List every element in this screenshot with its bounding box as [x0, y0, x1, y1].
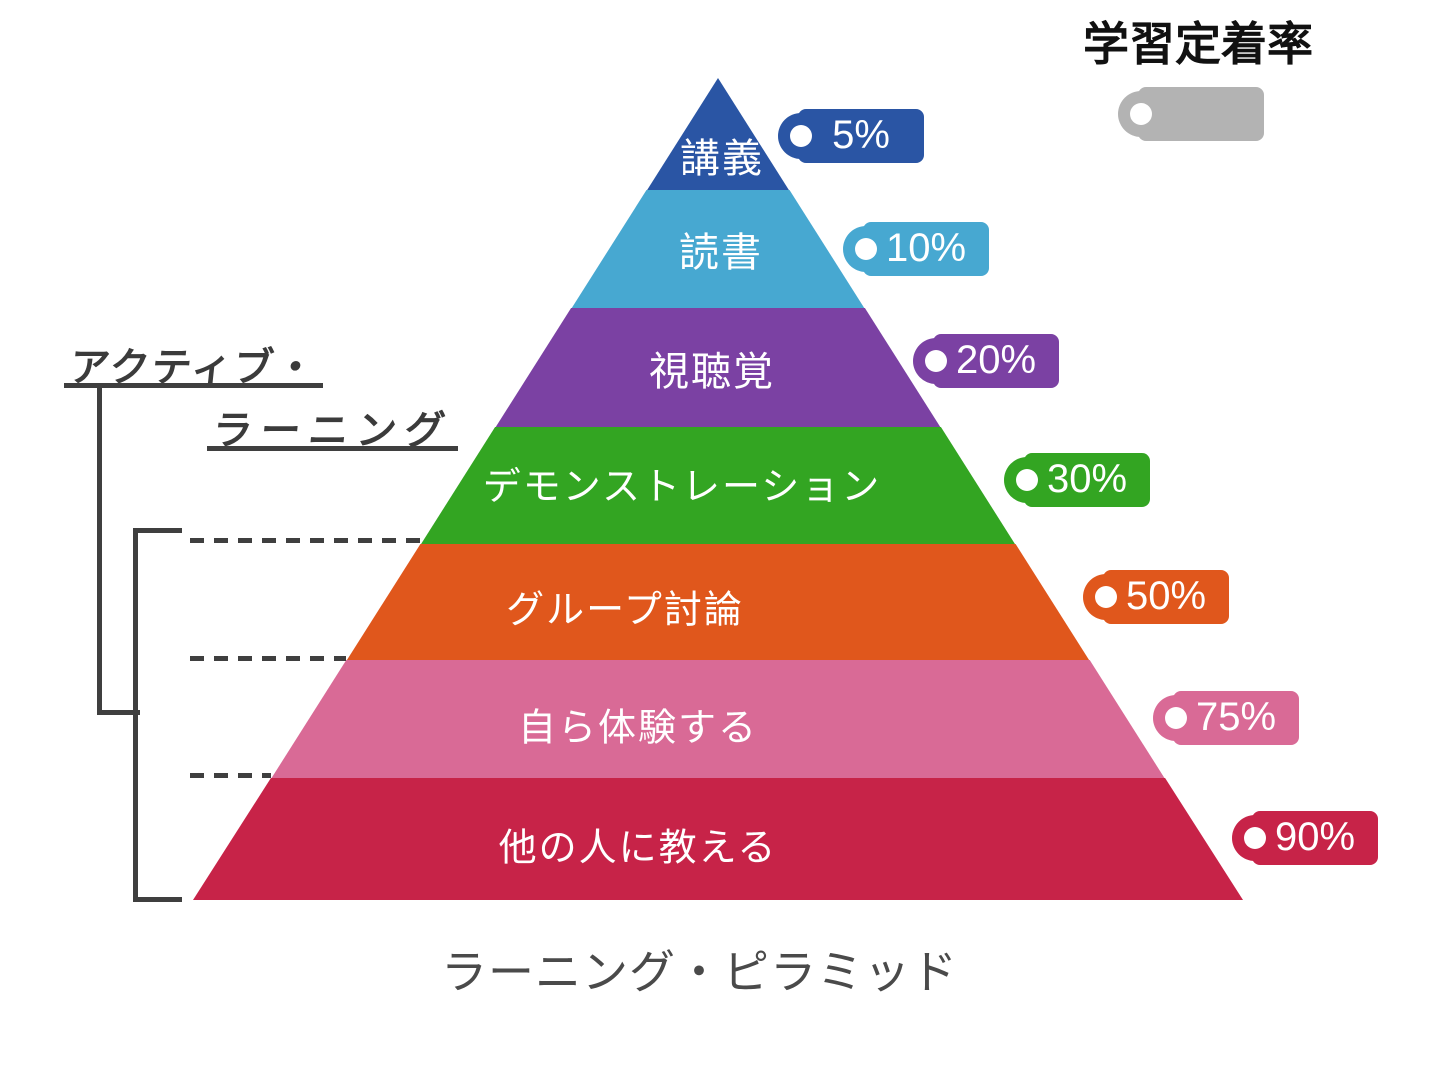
tag-icon	[773, 104, 928, 168]
tag-icon	[1078, 565, 1233, 629]
retention-tag-group-discussion: 50%	[1073, 565, 1233, 629]
retention-tag-practice: 75%	[1143, 686, 1303, 750]
active-learning-underline-2	[207, 446, 458, 451]
dashed-divider-3	[190, 773, 271, 778]
retention-value: 5%	[832, 113, 890, 157]
legend-tag	[1108, 82, 1268, 146]
active-learning-connector-horizontal	[97, 710, 140, 715]
retention-value: 50%	[1125, 574, 1207, 618]
diagram-title: ラーニング・ピラミッド	[441, 946, 958, 998]
dashed-divider-1	[190, 538, 421, 543]
tag-icon	[999, 448, 1154, 512]
layer-label-group-discussion: グループ討論	[506, 589, 744, 632]
legend-title: 学習定着率	[1083, 18, 1313, 70]
pyramid-layer-demonstration	[420, 427, 1016, 545]
pyramid: 講義 読書 視聴覚 デモンストレーション グループ討論 自ら体験する 他の人に教…	[193, 78, 1243, 900]
retention-value: 10%	[885, 226, 967, 270]
active-learning-connector-vertical	[97, 385, 102, 715]
tag-icon	[1227, 806, 1382, 870]
tag-icon	[838, 217, 993, 281]
pyramid-layer-practice	[270, 660, 1166, 779]
retention-tag-lecture: 5%	[768, 104, 928, 168]
layer-label-practice: 自ら体験する	[517, 707, 759, 750]
layer-label-demonstration: デモンストレーション	[482, 466, 882, 509]
retention-tag-audiovisual: 20%	[903, 329, 1063, 393]
retention-value: 75%	[1195, 695, 1277, 739]
retention-tag-reading: 10%	[833, 217, 993, 281]
retention-tag-demonstration: 30%	[994, 448, 1154, 512]
bracket-arm-top	[133, 528, 182, 533]
layer-label-lecture: 講義	[680, 137, 764, 181]
bracket-arm-bottom	[133, 897, 182, 902]
layer-label-teach-others: 他の人に教える	[498, 827, 778, 870]
retention-value: 20%	[955, 338, 1037, 382]
tag-icon	[1148, 686, 1303, 750]
pyramid-layer-teach-others	[193, 778, 1243, 900]
layer-label-audiovisual: 視聴覚	[649, 350, 775, 394]
pyramid-layer-audiovisual	[495, 308, 941, 428]
active-learning-underline-1	[64, 383, 323, 388]
tag-icon	[1113, 82, 1268, 146]
retention-value: 90%	[1274, 815, 1356, 859]
bracket-vertical	[133, 528, 138, 902]
retention-value: 30%	[1046, 457, 1128, 501]
pyramid-layer-group-discussion	[346, 544, 1090, 661]
layer-label-reading: 読書	[679, 231, 763, 275]
retention-tag-teach-others: 90%	[1222, 806, 1382, 870]
dashed-divider-2	[190, 656, 346, 661]
tag-icon	[908, 329, 1063, 393]
